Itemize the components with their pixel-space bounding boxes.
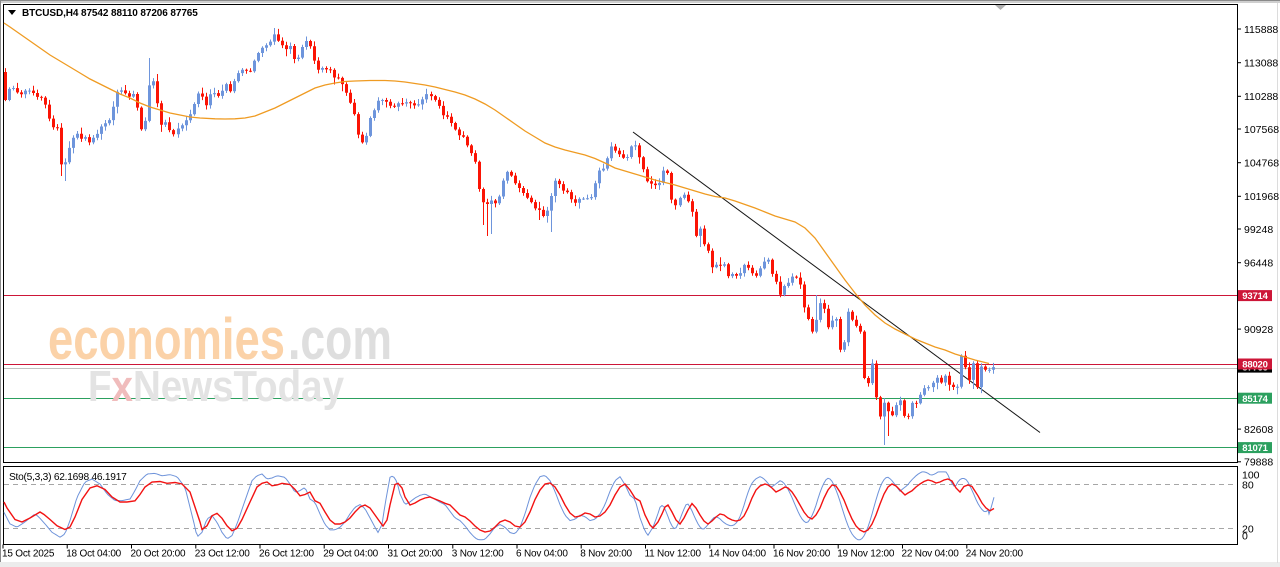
svg-text:11 Nov 12:00: 11 Nov 12:00 — [645, 549, 702, 560]
svg-text:22 Nov 04:00: 22 Nov 04:00 — [902, 549, 960, 560]
svg-text:BTCUSD,H4 87542 88110 87206 8: BTCUSD,H4 87542 88110 87206 87765 — [22, 8, 198, 19]
svg-text:19 Nov 12:00: 19 Nov 12:00 — [837, 549, 895, 560]
svg-text:Sto(5,3,3) 62.1698 46.1917: Sto(5,3,3) 62.1698 46.1917 — [9, 472, 127, 483]
svg-text:90928: 90928 — [1244, 324, 1273, 336]
svg-text:29 Oct 04:00: 29 Oct 04:00 — [323, 549, 378, 560]
svg-text:110288: 110288 — [1244, 91, 1278, 103]
svg-text:93714: 93714 — [1242, 291, 1268, 302]
svg-text:99248: 99248 — [1244, 224, 1273, 236]
svg-text:82608: 82608 — [1244, 424, 1273, 436]
svg-text:8 Nov 20:00: 8 Nov 20:00 — [580, 549, 632, 560]
svg-text:113088: 113088 — [1244, 58, 1278, 70]
svg-text:79888: 79888 — [1244, 457, 1273, 469]
svg-text:115888: 115888 — [1244, 24, 1278, 36]
svg-text:80: 80 — [1242, 480, 1254, 492]
svg-text:23 Oct 12:00: 23 Oct 12:00 — [195, 549, 250, 560]
svg-text:14 Nov 04:00: 14 Nov 04:00 — [709, 549, 767, 560]
svg-text:88020: 88020 — [1242, 360, 1267, 371]
svg-text:24 Nov 20:00: 24 Nov 20:00 — [966, 549, 1024, 560]
svg-text:20: 20 — [1242, 524, 1254, 536]
svg-text:81071: 81071 — [1242, 443, 1268, 454]
svg-text:104768: 104768 — [1244, 158, 1279, 170]
svg-text:.com: .com — [288, 307, 392, 372]
svg-text:107568: 107568 — [1244, 124, 1279, 136]
svg-text:96448: 96448 — [1244, 258, 1273, 270]
svg-text:85174: 85174 — [1242, 394, 1268, 405]
svg-text:101968: 101968 — [1244, 191, 1279, 203]
svg-text:3 Nov 12:00: 3 Nov 12:00 — [452, 549, 504, 560]
svg-text:6 Nov 04:00: 6 Nov 04:00 — [516, 549, 568, 560]
svg-text:FxNewsToday: FxNewsToday — [88, 362, 344, 411]
svg-text:16 Nov 20:00: 16 Nov 20:00 — [773, 549, 831, 560]
svg-text:0: 0 — [1242, 531, 1248, 543]
svg-text:26 Oct 12:00: 26 Oct 12:00 — [259, 549, 314, 560]
svg-text:economies: economies — [48, 307, 285, 372]
svg-text:20 Oct 20:00: 20 Oct 20:00 — [131, 549, 186, 560]
svg-text:31 Oct 20:00: 31 Oct 20:00 — [388, 549, 443, 560]
svg-text:18 Oct 04:00: 18 Oct 04:00 — [66, 549, 121, 560]
svg-text:15 Oct 2025: 15 Oct 2025 — [2, 549, 55, 560]
svg-text:100: 100 — [1242, 470, 1260, 482]
